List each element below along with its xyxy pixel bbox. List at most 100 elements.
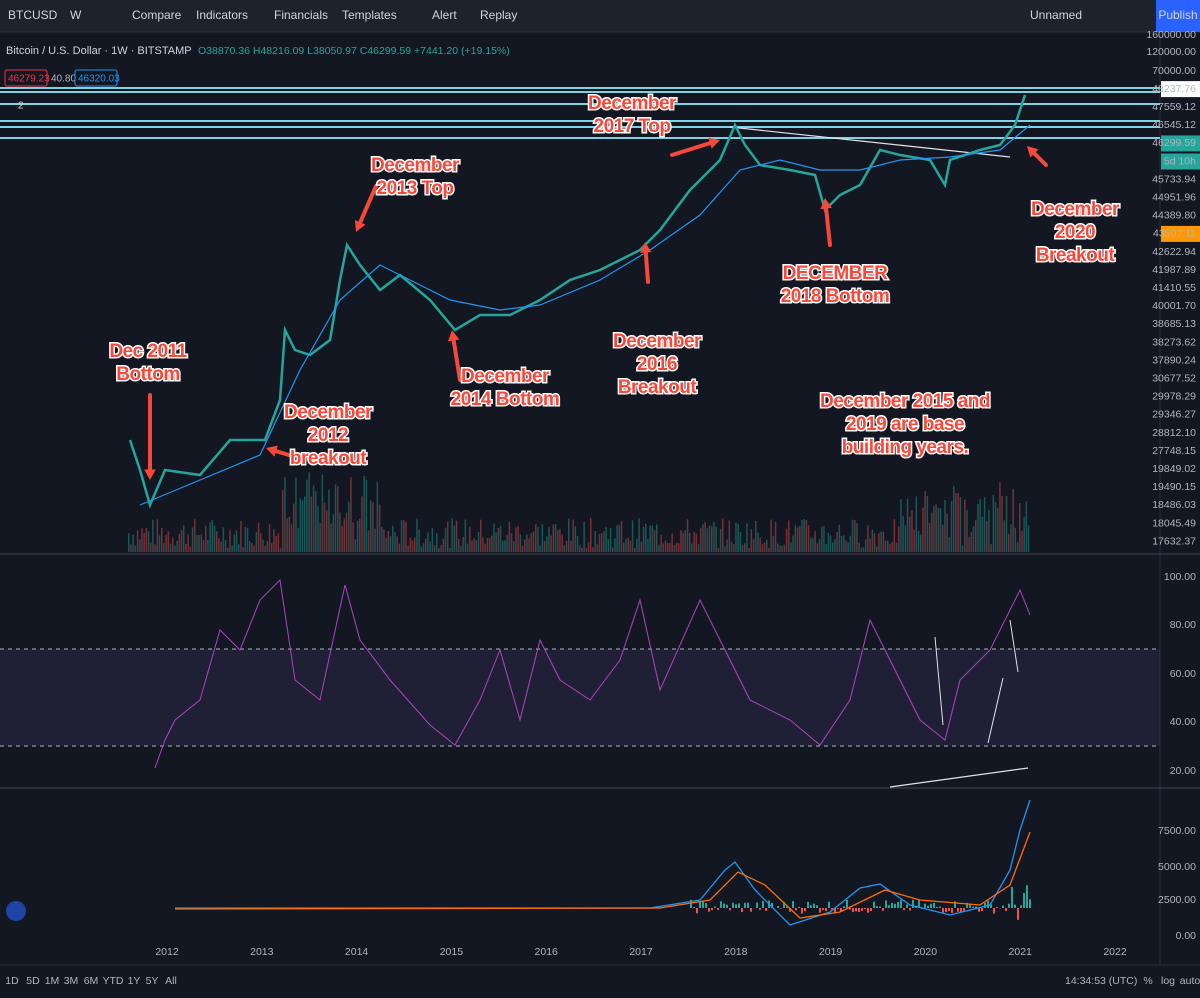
price-axis-label: 70000.00 bbox=[1152, 65, 1196, 77]
macd-histogram bbox=[873, 901, 875, 908]
volume-bar bbox=[821, 526, 823, 552]
publish-button[interactable] bbox=[1156, 0, 1200, 32]
toolbar-button[interactable]: Indicators bbox=[196, 8, 248, 22]
macd-histogram bbox=[846, 899, 848, 908]
toolbar-button[interactable]: Alert bbox=[432, 8, 457, 22]
volume-bar bbox=[385, 537, 387, 552]
macd-histogram bbox=[720, 901, 722, 908]
toolbar-button[interactable]: Compare bbox=[132, 8, 182, 22]
volume-bar bbox=[220, 541, 222, 552]
volume-bar bbox=[350, 477, 352, 552]
macd-histogram bbox=[801, 908, 803, 914]
volume-bar bbox=[671, 533, 673, 552]
macd-histogram bbox=[711, 908, 713, 911]
volume-bar bbox=[867, 525, 869, 552]
range-button[interactable]: All bbox=[165, 975, 177, 987]
macd-histogram bbox=[897, 901, 899, 908]
volume-bar bbox=[975, 519, 977, 552]
volume-bar bbox=[673, 544, 676, 552]
volume-bar bbox=[442, 538, 445, 552]
annotation-text: December bbox=[588, 93, 677, 114]
macd-histogram bbox=[795, 908, 797, 911]
volume-bar bbox=[664, 540, 667, 552]
scale-option[interactable]: % bbox=[1143, 975, 1152, 987]
volume-bar bbox=[271, 543, 273, 552]
volume-bar bbox=[790, 542, 792, 552]
volume-bar bbox=[755, 520, 757, 552]
toolbar-button[interactable]: Templates bbox=[342, 8, 397, 22]
price-axis-label: 38273.62 bbox=[1152, 336, 1196, 348]
rsi-axis-label: 100.00 bbox=[1164, 571, 1196, 583]
range-button[interactable]: 1M bbox=[45, 975, 60, 987]
toolbar-button[interactable]: Financials bbox=[274, 8, 328, 22]
volume-bar bbox=[130, 544, 132, 552]
annotation-text: 2014 Bottom bbox=[451, 389, 560, 410]
macd-histogram bbox=[735, 904, 737, 908]
toolbar-button[interactable]: Replay bbox=[480, 8, 517, 22]
volume-bar bbox=[807, 525, 810, 552]
volume-bar bbox=[376, 482, 379, 552]
scale-option[interactable]: auto bbox=[1180, 975, 1200, 987]
volume-bar bbox=[403, 520, 405, 552]
volume-bar bbox=[1010, 524, 1012, 552]
range-button[interactable]: 3M bbox=[64, 975, 79, 987]
annotation-arrowhead bbox=[708, 137, 720, 149]
macd-histogram bbox=[729, 908, 731, 911]
volume-bar bbox=[471, 540, 473, 552]
scale-option[interactable]: log bbox=[1161, 975, 1175, 987]
macd-histogram bbox=[813, 903, 815, 908]
volume-bar bbox=[1019, 503, 1021, 552]
interval[interactable]: W bbox=[70, 8, 82, 22]
annotation-text: DECEMBER bbox=[783, 263, 889, 284]
publish-label[interactable]: Publish bbox=[1158, 8, 1197, 22]
range-button[interactable]: YTD bbox=[103, 975, 124, 987]
volume-bar bbox=[783, 544, 786, 552]
range-button[interactable]: 1D bbox=[5, 975, 19, 987]
time-axis-label: 2016 bbox=[535, 946, 559, 958]
volume-bar bbox=[398, 543, 401, 552]
range-button[interactable]: 5D bbox=[26, 975, 40, 987]
volume-bar bbox=[992, 494, 995, 552]
range-button[interactable]: 5Y bbox=[146, 975, 159, 987]
logo[interactable] bbox=[6, 901, 26, 921]
volume-bar bbox=[396, 536, 398, 552]
volume-bar bbox=[530, 533, 533, 552]
volume-bar bbox=[770, 519, 772, 552]
volume-bar bbox=[337, 486, 339, 552]
annotation-arrowhead bbox=[354, 220, 366, 232]
range-button[interactable]: 1Y bbox=[128, 975, 141, 987]
symbol[interactable]: BTCUSD bbox=[8, 8, 58, 22]
volume-bar bbox=[997, 507, 999, 552]
volume-bar bbox=[986, 521, 988, 552]
price-axis-label: 120000.00 bbox=[1146, 46, 1196, 58]
volume-bar bbox=[697, 544, 700, 552]
volume-bar bbox=[928, 522, 931, 552]
price-axis-label: 19490.15 bbox=[1152, 481, 1196, 493]
volume-bar bbox=[167, 531, 170, 552]
volume-bar bbox=[860, 547, 863, 552]
volume-bar bbox=[970, 532, 973, 552]
macd-histogram bbox=[966, 902, 968, 908]
price-axis-label: 38685.13 bbox=[1152, 318, 1196, 330]
volume-bar bbox=[750, 529, 753, 552]
volume-bar bbox=[827, 532, 830, 552]
volume-bar bbox=[939, 508, 942, 552]
volume-bar bbox=[521, 545, 524, 552]
volume-bar bbox=[418, 529, 420, 552]
volume-bar bbox=[942, 525, 944, 552]
volume-bar bbox=[957, 493, 959, 552]
volume-bar bbox=[587, 542, 590, 552]
pane-count: 2 bbox=[18, 101, 24, 112]
volume-bar bbox=[539, 545, 541, 552]
volume-bar bbox=[825, 543, 827, 552]
volume-bar bbox=[935, 504, 937, 552]
volume-bar bbox=[257, 522, 260, 552]
annotation-arrow bbox=[670, 140, 715, 157]
layout-name[interactable]: Unnamed bbox=[1030, 8, 1082, 22]
annotation-arrow bbox=[451, 335, 462, 382]
volume-bar bbox=[579, 545, 581, 552]
macd-histogram bbox=[759, 908, 761, 910]
macd-histogram bbox=[837, 908, 839, 909]
range-button[interactable]: 6M bbox=[84, 975, 99, 987]
